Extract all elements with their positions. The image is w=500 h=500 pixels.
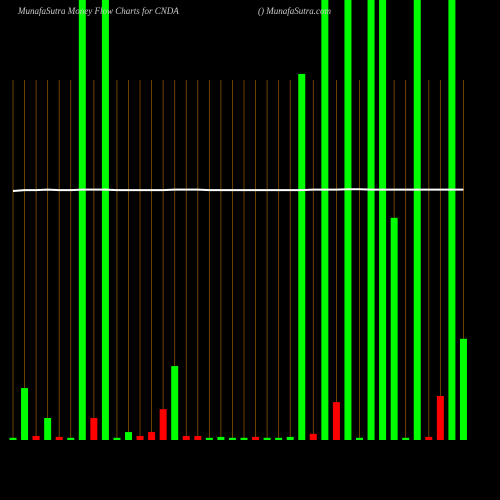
bar (159, 409, 167, 440)
bar (344, 0, 352, 440)
bar (113, 437, 121, 440)
bar (101, 0, 109, 440)
bar (78, 0, 86, 440)
bar (321, 0, 329, 440)
bar (309, 433, 317, 440)
bar (90, 418, 98, 440)
bar (402, 437, 410, 440)
bar (367, 0, 375, 440)
bar (67, 437, 75, 440)
bar (194, 436, 202, 440)
bar (252, 436, 260, 440)
bar (356, 437, 363, 440)
flow-line (12, 188, 464, 192)
bar (286, 436, 294, 440)
bar (425, 436, 433, 440)
bar (217, 436, 225, 440)
bar (275, 437, 283, 440)
bar (9, 437, 17, 440)
bar (379, 0, 387, 440)
bar (32, 436, 40, 440)
chart-title: MunafaSutra Money Flow Charts for CNDA (17, 6, 179, 16)
bar (240, 437, 248, 440)
bar (205, 437, 213, 440)
bar (390, 217, 398, 440)
bar (136, 436, 144, 440)
bar (413, 0, 421, 440)
bar (182, 436, 190, 440)
bar (436, 396, 444, 440)
bar (44, 418, 52, 440)
bar (148, 432, 156, 440)
bars (9, 0, 467, 441)
bar (125, 432, 132, 440)
bar (55, 436, 63, 440)
bar (171, 366, 179, 440)
bar (448, 0, 456, 440)
bar (263, 437, 271, 440)
bar (228, 437, 236, 440)
bar (298, 73, 306, 441)
chart-subtitle: () MunafaSutra.com (258, 6, 331, 16)
bar (332, 402, 340, 440)
bar (459, 338, 467, 440)
bar (21, 388, 29, 440)
